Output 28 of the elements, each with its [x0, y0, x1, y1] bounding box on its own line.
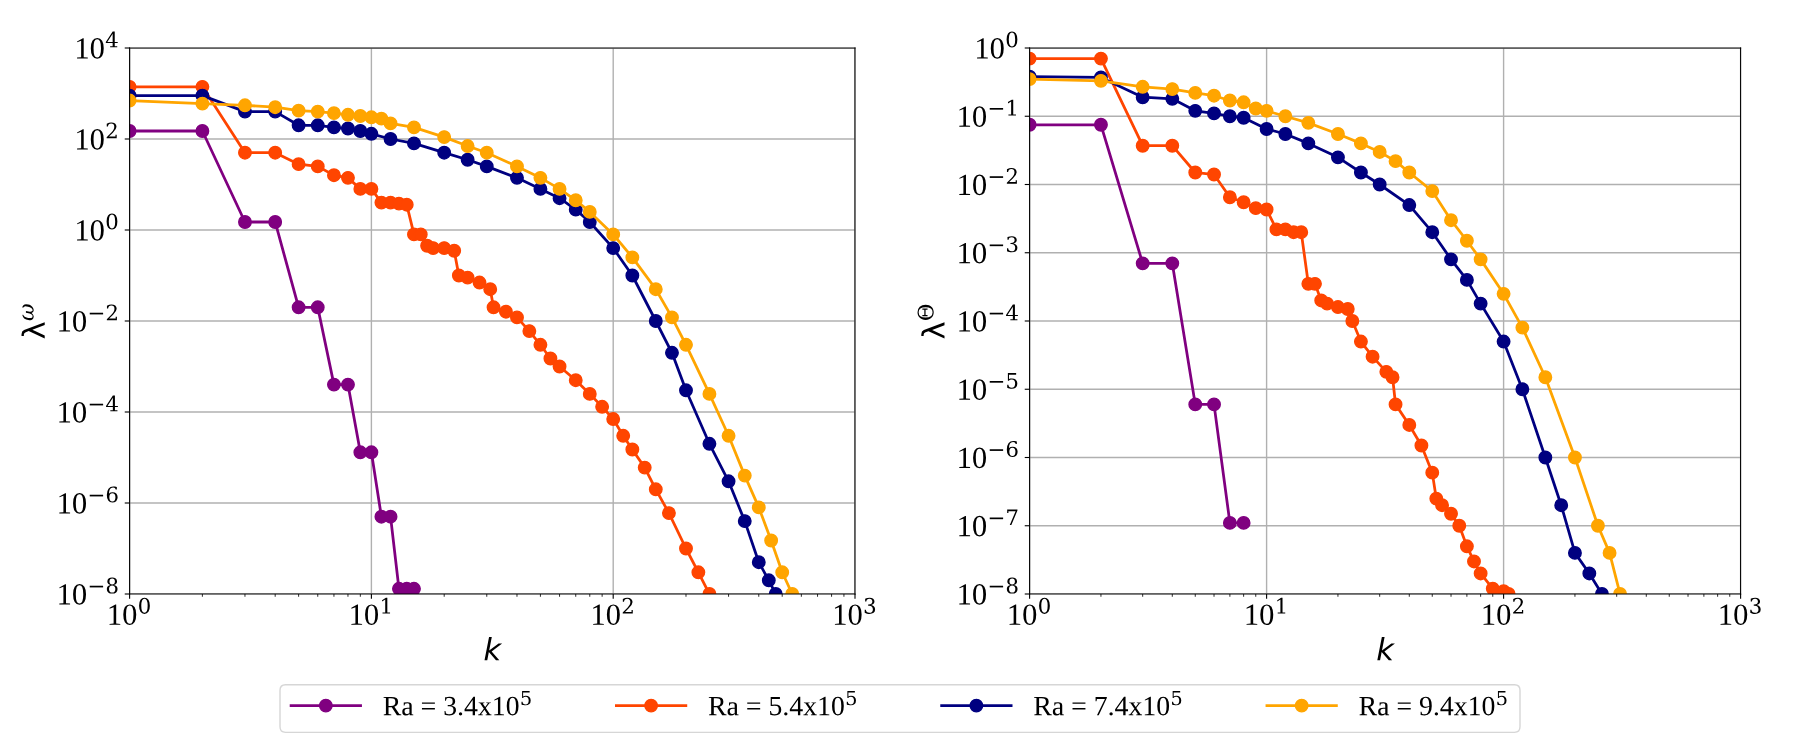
- y-tick-label: 10$^{−2}$: [959, 167, 1017, 196]
- x-tick-label: 10$^{3}$: [834, 597, 876, 626]
- x-axis-title: k: [1377, 636, 1395, 661]
- y-tick-label: 10$^{−6}$: [59, 486, 118, 514]
- y-tick-label: 10$^{0}$: [977, 31, 1018, 59]
- y-tick-label: 10$^{−4}$: [59, 395, 118, 423]
- y-tick-label: 10$^{−5}$: [959, 372, 1018, 400]
- y-tick-label: 10$^{−6}$: [959, 440, 1018, 469]
- y-tick-label: 10$^{−2}$: [59, 304, 117, 332]
- x-tick-label: 10$^{2}$: [1483, 597, 1524, 626]
- y-axis-title: λ$^{ω}$: [21, 304, 45, 339]
- y-tick-label: 10$^{−7}$: [959, 509, 1018, 537]
- y-tick-label: 10$^{−4}$: [959, 304, 1018, 332]
- x-tick-label: 10$^{1}$: [351, 597, 391, 626]
- legend-label: Ra = 3.4x10$^{5}$: [383, 690, 531, 716]
- x-tick-label: 10$^{1}$: [1246, 597, 1286, 626]
- y-axis-title: λ$^{Θ}$: [917, 304, 945, 339]
- y-tick-label: 10$^{4}$: [77, 31, 118, 59]
- y-tick-label: 10$^{2}$: [77, 122, 117, 150]
- x-tick-label: 10$^{3}$: [1720, 597, 1761, 626]
- legend-label: Ra = 5.4x10$^{5}$: [708, 690, 856, 716]
- legend-label: Ra = 9.4x10$^{5}$: [1359, 690, 1507, 716]
- legend-label: Ra = 7.4x10$^{5}$: [1034, 690, 1182, 716]
- y-tick-label: 10$^{−1}$: [959, 99, 1016, 127]
- y-tick-label: 10$^{−3}$: [959, 236, 1018, 264]
- x-tick-label: 10$^{2}$: [593, 597, 633, 626]
- y-tick-label: 10$^{0}$: [77, 213, 118, 241]
- x-axis-title: k: [484, 636, 503, 661]
